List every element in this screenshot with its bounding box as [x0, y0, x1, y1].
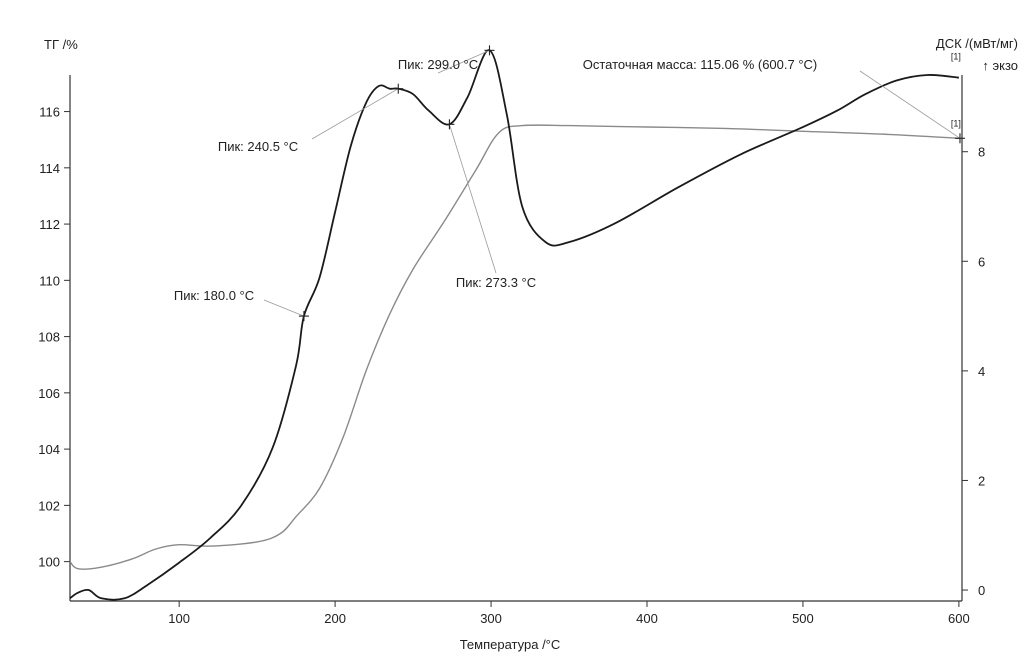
y-left-tick-label: 104	[38, 442, 60, 457]
annotations-group: Пик: 299.0 °C Пик: 240.5 °C Пик: 180.0 °C П…	[174, 45, 965, 322]
x-tick-label: 500	[792, 611, 814, 626]
tg-series-line	[69, 124, 959, 570]
y-left-tick-label: 116	[39, 105, 60, 120]
series-tag: [1]	[951, 52, 961, 62]
y-right-tick-label: 2	[978, 473, 985, 488]
y-left-tick-label: 106	[38, 386, 60, 401]
annotation-label: Пик: 273.3 °C	[456, 275, 536, 290]
annotation-leader	[437, 49, 490, 74]
series-group: [1] [1]	[69, 49, 961, 601]
x-ticks: 100 200 300 400 500 600	[168, 601, 970, 626]
annotation-label: Остаточная масса: 115.06 % (600.7 °C)	[583, 57, 818, 72]
y-right-tick-label: 4	[978, 364, 985, 379]
y-left-tick-label: 110	[39, 273, 60, 288]
y-left-tick-label: 102	[38, 498, 60, 513]
series-tag: [1]	[951, 118, 961, 128]
annotation-leader	[263, 299, 305, 317]
x-axis-title: Температура /°C	[460, 637, 561, 652]
x-tick-label: 300	[480, 611, 502, 626]
x-tick-label: 600	[948, 611, 970, 626]
x-tick-label: 200	[324, 611, 346, 626]
x-tick-label: 100	[168, 611, 190, 626]
y-right-tick-label: 8	[978, 145, 985, 160]
annotation-label: Пик: 299.0 °C	[398, 57, 478, 72]
annotation-label: Пик: 180.0 °C	[174, 288, 254, 303]
axes	[69, 75, 963, 602]
y-left-tick-label: 114	[39, 161, 60, 176]
y-left-tick-label: 100	[38, 555, 60, 570]
y-right-ticks: 0 2 4 6 8	[962, 145, 985, 598]
x-tick-label: 400	[636, 611, 658, 626]
annotation-leader	[449, 124, 497, 274]
y-right-axis-title: ДСК /(мВт/мг)	[936, 36, 1018, 51]
y-left-ticks: 100 102 104 106 108 110 112 114 116	[38, 105, 70, 570]
y-right-tick-label: 0	[978, 583, 985, 598]
y-left-tick-label: 112	[39, 217, 60, 232]
annotation-label: Пик: 240.5 °C	[218, 139, 298, 154]
annotation-leader	[859, 70, 961, 139]
y-left-axis-title: ТГ /%	[44, 37, 78, 52]
y-right-axis-subtitle: ↑ экзо	[982, 58, 1018, 73]
y-left-tick-label: 108	[38, 330, 60, 345]
y-right-tick-label: 6	[978, 254, 985, 269]
annotation-leader	[311, 88, 399, 140]
